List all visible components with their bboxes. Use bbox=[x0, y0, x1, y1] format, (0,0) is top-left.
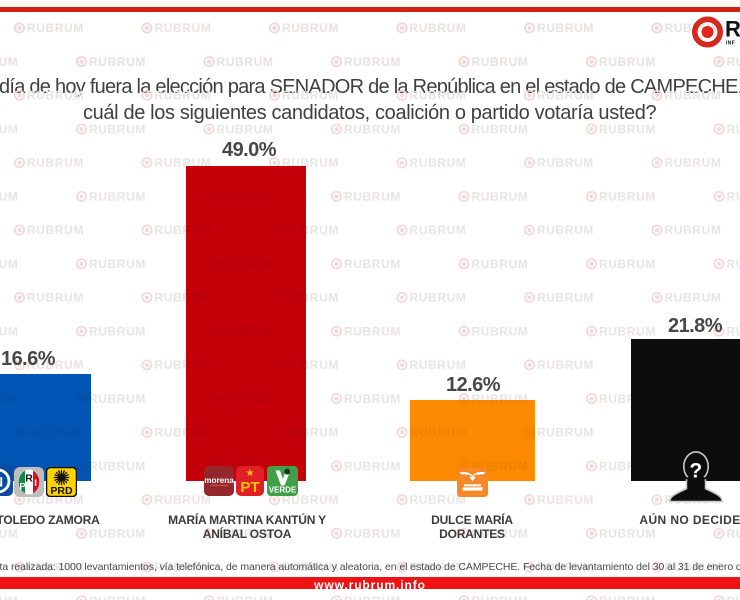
svg-text:I: I bbox=[34, 478, 37, 489]
svg-text:P: P bbox=[19, 481, 26, 492]
svg-text:★: ★ bbox=[246, 468, 255, 479]
svg-text:VERDE: VERDE bbox=[269, 485, 297, 494]
svg-text:INF: INF bbox=[726, 41, 735, 47]
svg-text:?: ? bbox=[689, 460, 702, 483]
svg-text:R: R bbox=[25, 472, 33, 484]
svg-text:PT: PT bbox=[240, 479, 259, 496]
svg-text:R: R bbox=[725, 17, 740, 42]
svg-text:N: N bbox=[0, 474, 3, 490]
svg-text:morena: morena bbox=[204, 476, 234, 485]
svg-text:PRD: PRD bbox=[50, 485, 73, 497]
